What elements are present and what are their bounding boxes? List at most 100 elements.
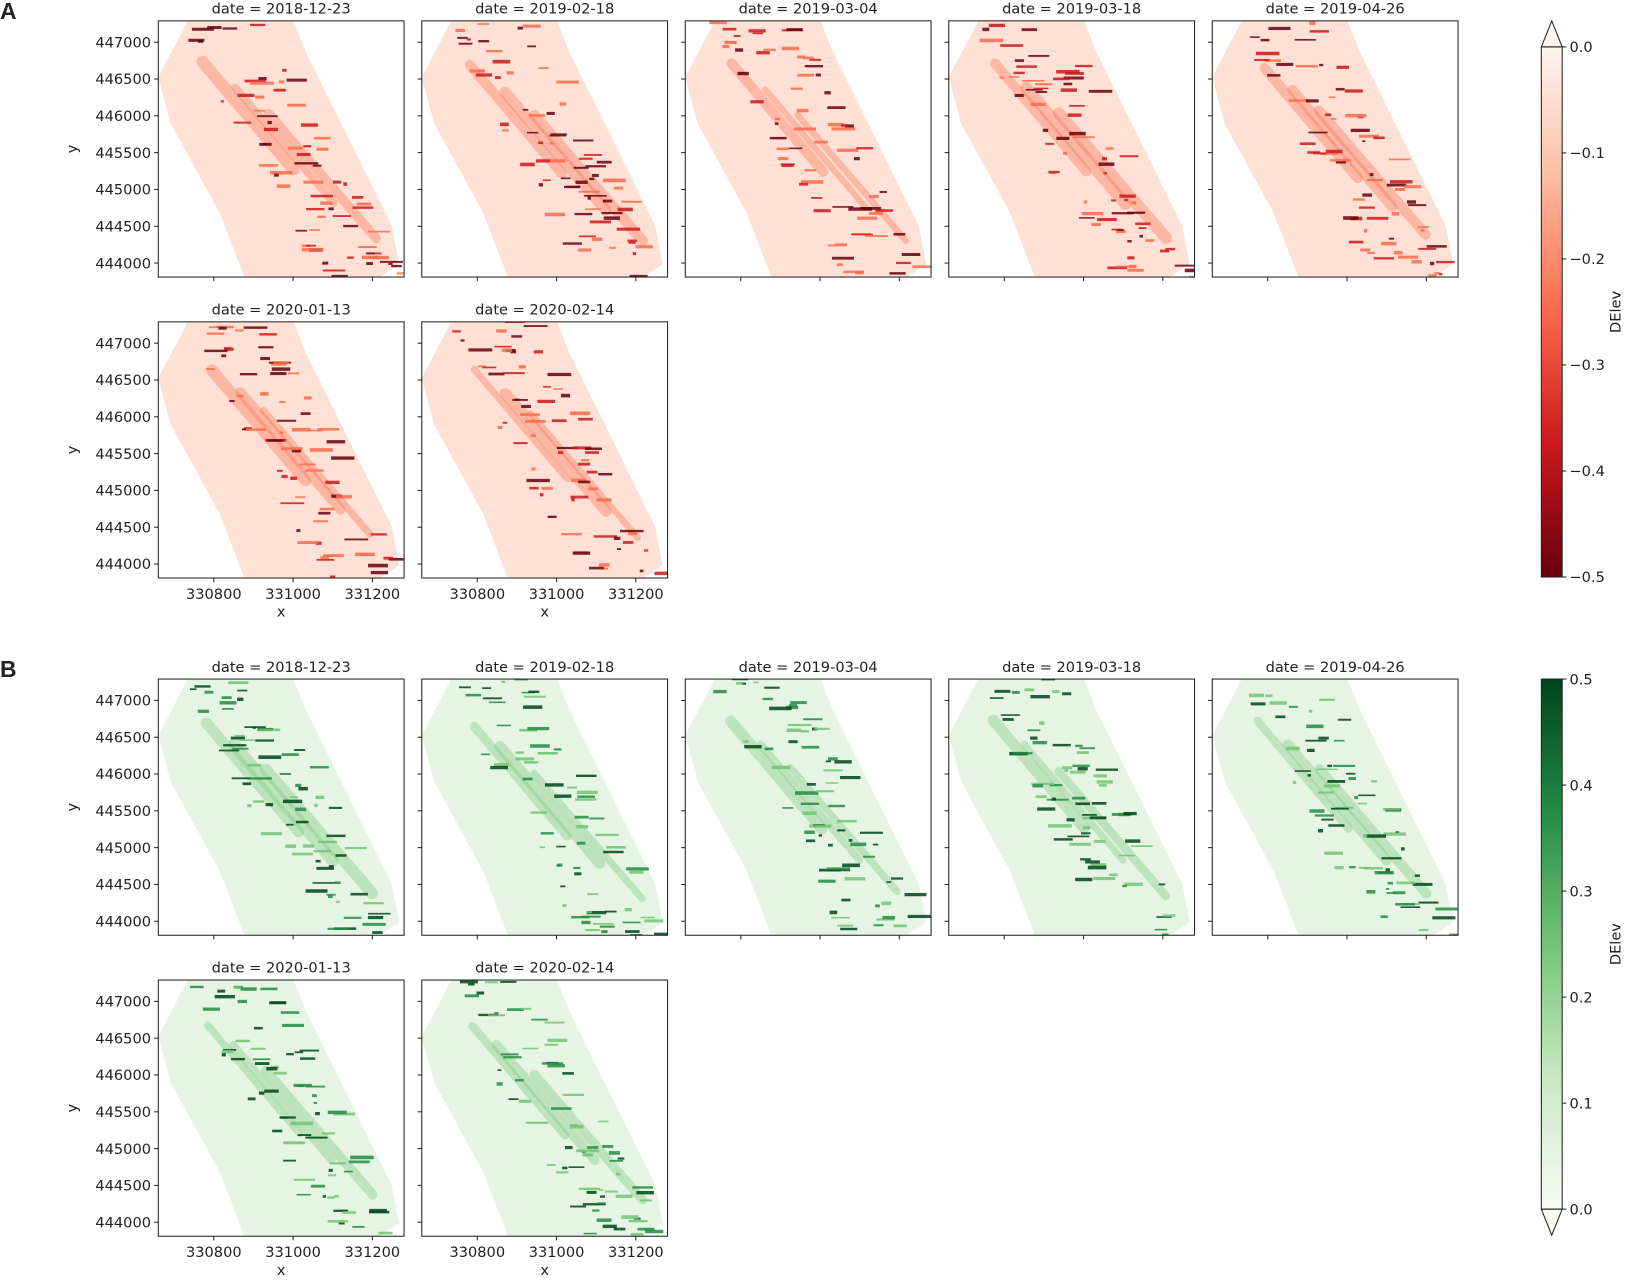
heatmap-image bbox=[421, 980, 664, 1237]
x-tick-label: 331000 bbox=[265, 1244, 321, 1261]
ridge bbox=[762, 86, 869, 211]
x-tick-label: 330800 bbox=[186, 1244, 242, 1261]
colorbar-tick-label: 0.4 bbox=[1569, 777, 1592, 794]
colorbar-tick-label: 0.5 bbox=[1569, 671, 1592, 688]
ridge bbox=[530, 769, 646, 903]
ridge bbox=[260, 406, 374, 538]
colorbar-tick-label: 0.2 bbox=[1569, 989, 1592, 1006]
panel-frame bbox=[421, 979, 669, 1237]
colorbar-label: DElev bbox=[1608, 291, 1625, 333]
y-tick-label: 444500 bbox=[95, 877, 151, 894]
heatmap-image bbox=[948, 679, 1190, 936]
ridge bbox=[499, 86, 612, 216]
y-tick-label: 445000 bbox=[95, 182, 151, 199]
heatmap-image bbox=[158, 321, 405, 579]
y-tick-label: 446500 bbox=[95, 372, 151, 389]
x-tick-label: 331200 bbox=[608, 586, 664, 603]
ridge bbox=[529, 1069, 648, 1205]
heatmap-image bbox=[1212, 20, 1455, 278]
ridge bbox=[527, 410, 641, 542]
panel-frame bbox=[157, 979, 405, 1237]
heatmap-panel bbox=[684, 20, 932, 278]
y-tick-label: 444500 bbox=[95, 1178, 151, 1195]
y-tick-label: 446500 bbox=[95, 729, 151, 746]
panel-frame bbox=[948, 20, 1196, 278]
data-extent bbox=[158, 980, 400, 1237]
heatmap-panel bbox=[157, 678, 405, 936]
heatmap-image bbox=[158, 20, 405, 278]
y-tick-label: 447000 bbox=[95, 994, 151, 1011]
colorbar-tick-label: −0.5 bbox=[1569, 569, 1604, 586]
ridge bbox=[724, 715, 828, 835]
x-tick-label: 331000 bbox=[529, 586, 585, 603]
heatmap-panel bbox=[421, 678, 669, 936]
ridge bbox=[1313, 105, 1431, 240]
heatmap-panel bbox=[157, 20, 405, 278]
ridge bbox=[1020, 81, 1132, 210]
heatmap-image bbox=[421, 679, 668, 936]
heatmap-image bbox=[685, 679, 932, 936]
y-tick-label: 447000 bbox=[95, 34, 151, 51]
heatmap-image bbox=[685, 20, 932, 278]
facet-title: date = 2019-03-04 bbox=[739, 1, 878, 18]
panel-frame bbox=[157, 678, 405, 936]
y-tick-label: 445000 bbox=[95, 840, 151, 857]
y-tick-label: 447000 bbox=[95, 335, 151, 352]
x-tick-label: 330800 bbox=[449, 1244, 505, 1261]
colorbar-tick-label: −0.1 bbox=[1569, 145, 1604, 162]
panel-frame bbox=[684, 678, 932, 936]
heatmap-image bbox=[421, 321, 668, 579]
panel-frame bbox=[684, 20, 932, 278]
y-tick-label: 445500 bbox=[95, 145, 151, 162]
ridge bbox=[794, 111, 910, 244]
x-tick-label: 331200 bbox=[345, 586, 401, 603]
data-extent bbox=[948, 679, 1190, 936]
y-axis-label: y bbox=[64, 445, 81, 454]
data-extent bbox=[421, 980, 663, 1237]
facet-title: date = 2019-03-18 bbox=[1002, 659, 1141, 676]
colorbar-label: DElev bbox=[1608, 923, 1625, 965]
data-extent bbox=[158, 20, 400, 278]
ridge bbox=[1020, 740, 1127, 864]
heatmap-panel bbox=[1211, 20, 1459, 278]
x-tick-label: 331000 bbox=[265, 586, 321, 603]
ridge bbox=[987, 714, 1090, 834]
colorbar-tick-label: 0.1 bbox=[1569, 1095, 1592, 1112]
ridge bbox=[229, 1040, 336, 1165]
y-tick-label: 446500 bbox=[95, 71, 151, 88]
ridge bbox=[196, 55, 300, 176]
heatmap-panel bbox=[1211, 678, 1459, 936]
panel-frame bbox=[948, 678, 1196, 936]
colorbar-tick-label: −0.3 bbox=[1569, 357, 1604, 374]
panel-frame bbox=[421, 20, 669, 278]
x-axis-label: x bbox=[540, 1262, 549, 1279]
colorbar-frame bbox=[1540, 46, 1563, 578]
panel-label: A bbox=[0, 0, 17, 24]
ridge bbox=[1314, 764, 1432, 899]
panel-frame bbox=[1211, 678, 1459, 936]
y-tick-label: 446000 bbox=[95, 409, 151, 426]
heatmap-panel bbox=[948, 20, 1196, 278]
panel-frame bbox=[1211, 20, 1459, 278]
heatmap-image bbox=[1212, 679, 1459, 936]
heatmap-panel bbox=[421, 20, 669, 278]
facet-title: date = 2020-01-13 bbox=[212, 960, 351, 977]
y-tick-label: 444000 bbox=[95, 1214, 151, 1231]
x-axis-label: x bbox=[540, 604, 549, 621]
y-tick-label: 447000 bbox=[95, 693, 151, 710]
ridge bbox=[470, 365, 571, 483]
ridge bbox=[1054, 767, 1171, 901]
colorbar-tick-label: 0.3 bbox=[1569, 883, 1592, 900]
ridge bbox=[263, 108, 381, 244]
ridge bbox=[203, 1021, 304, 1138]
panel-frame bbox=[421, 321, 669, 579]
colorbar-tick-label: 0.0 bbox=[1569, 39, 1592, 56]
data-extent bbox=[421, 679, 663, 936]
y-tick-label: 446000 bbox=[95, 766, 151, 783]
ridge bbox=[469, 721, 572, 841]
y-tick-label: 445000 bbox=[95, 483, 151, 500]
y-tick-label: 444000 bbox=[95, 913, 151, 930]
y-tick-label: 444500 bbox=[95, 218, 151, 235]
x-tick-label: 330800 bbox=[186, 586, 242, 603]
